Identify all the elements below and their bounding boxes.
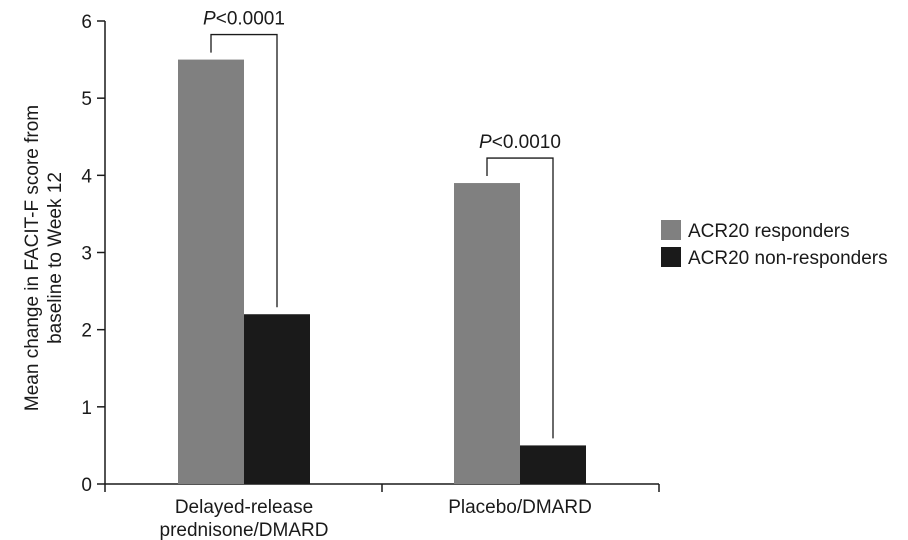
p-symbol: P	[479, 132, 492, 153]
y-axis: 0 1 2 3 4 5 6	[81, 12, 106, 496]
y-tick-label: 2	[81, 321, 92, 342]
x-axis: Delayed-release prednisone/DMARD Placebo/D…	[104, 483, 660, 540]
y-axis-label: Mean change in FACIT-F score from baselin…	[22, 105, 66, 411]
bar-responders	[178, 59, 244, 484]
x-tick-label-line: prednisone/DMARD	[160, 520, 329, 540]
y-tick-label: 5	[81, 89, 92, 110]
x-tick-label-line: Placebo/DMARD	[448, 497, 592, 518]
p-value: <0.0001	[216, 9, 285, 30]
y-tick-label: 1	[81, 398, 92, 419]
x-tick-label: Placebo/DMARD	[448, 497, 592, 518]
bar-non-responders	[244, 314, 310, 484]
legend: ACR20 responders ACR20 non-responders	[661, 220, 888, 269]
significance-bracket	[486, 157, 554, 439]
y-tick-label: 6	[81, 12, 92, 33]
y-axis-label-line: Mean change in FACIT-F score from	[22, 105, 43, 411]
legend-swatch	[661, 247, 681, 267]
bars	[178, 59, 586, 485]
y-tick-label: 4	[81, 166, 92, 187]
p-value: <0.0010	[492, 132, 561, 153]
legend-label: ACR20 non-responders	[688, 248, 888, 269]
bar-responders	[454, 183, 520, 485]
legend-label: ACR20 responders	[688, 221, 850, 242]
legend-swatch	[661, 220, 681, 240]
significance-bracket	[210, 33, 278, 308]
p-value-label: P<0.0001	[203, 9, 285, 30]
p-value-label: P<0.0010	[479, 132, 561, 153]
y-tick-label: 3	[81, 244, 92, 265]
x-tick-label: Delayed-release prednisone/DMARD	[160, 497, 329, 540]
y-axis-label-line: baseline to Week 12	[45, 172, 66, 344]
y-tick-label: 0	[81, 475, 92, 496]
bar-non-responders	[520, 445, 586, 484]
x-tick-label-line: Delayed-release	[175, 497, 313, 518]
p-symbol: P	[203, 9, 216, 30]
